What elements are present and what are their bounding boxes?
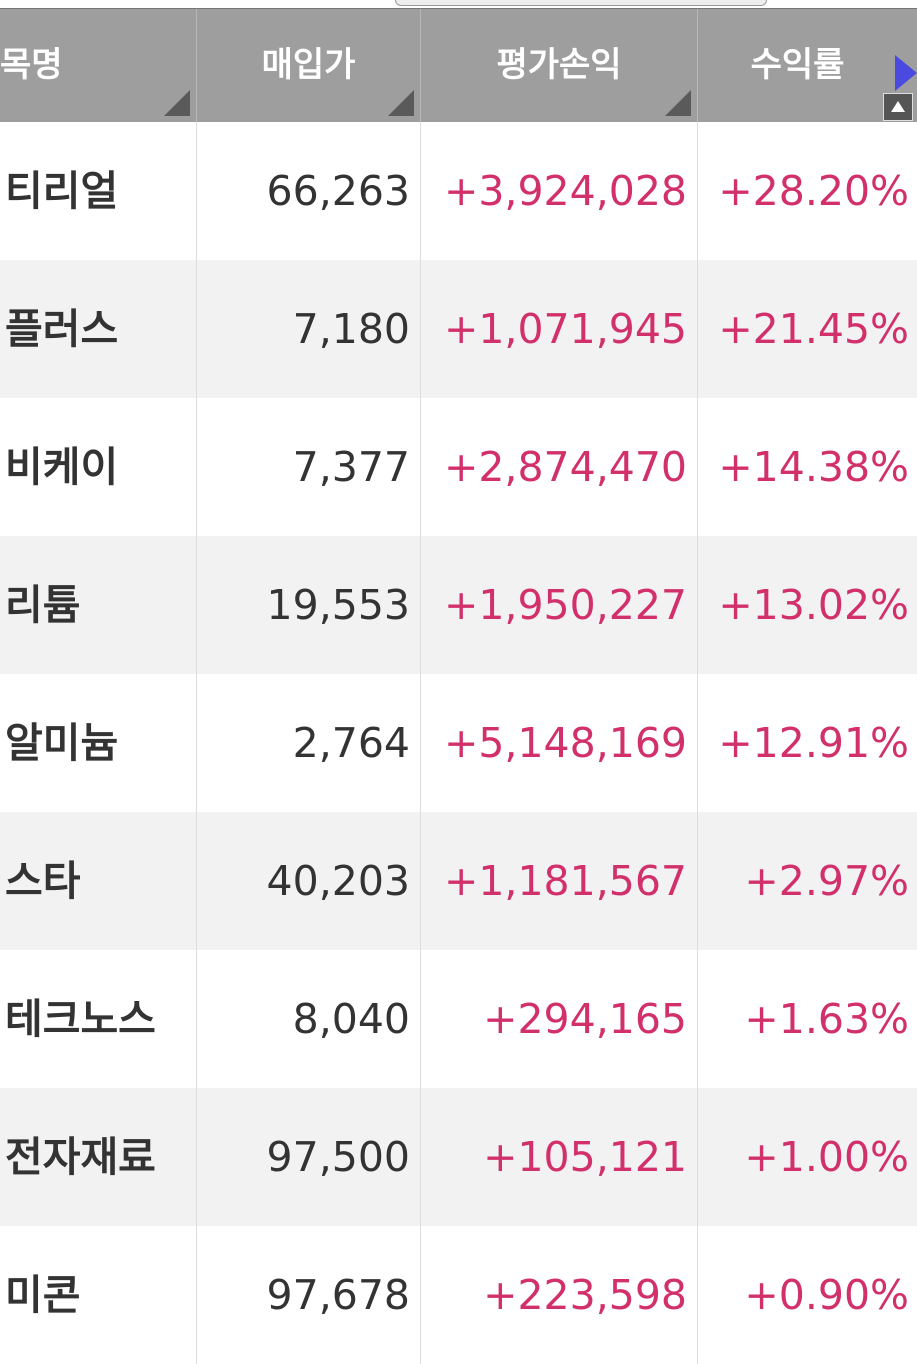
- header-cell[interactable]: 목명: [0, 9, 197, 122]
- table-row[interactable]: 티리얼 66,263 +3,924,028 +28.20%: [0, 122, 917, 260]
- table-row[interactable]: 플러스 7,180 +1,071,945 +21.45%: [0, 260, 917, 398]
- header-text: 목명: [0, 45, 63, 85]
- table-cell: +0.90%: [744, 1271, 909, 1319]
- sort-corner: [665, 90, 691, 116]
- table-header: 목명 매입가 평가손익 수익률: [0, 9, 917, 122]
- sort-corner: [164, 90, 190, 116]
- table-row[interactable]: 알미늄 2,764 +5,148,169 +12.91%: [0, 674, 917, 812]
- table-cell: +14.38%: [718, 443, 909, 491]
- table-cell: 비케이: [0, 398, 197, 536]
- table-cell: 40,203: [197, 812, 421, 950]
- table-cell: 전자재료: [0, 1088, 197, 1226]
- table-cell: 7,377: [197, 398, 421, 536]
- table-cell: 티리얼: [0, 122, 197, 260]
- header-cell[interactable]: 수익률: [698, 9, 917, 122]
- table-cell: +2,874,470: [421, 398, 698, 536]
- table-cell: +5,148,169: [421, 674, 698, 812]
- table-cell: 7,180: [197, 260, 421, 398]
- header-text: 수익률: [750, 45, 845, 85]
- table-row[interactable]: 비케이 7,377 +2,874,470 +14.38%: [0, 398, 917, 536]
- table-cell: +1,950,227: [421, 536, 698, 674]
- top-bar: [0, 0, 917, 9]
- table-row[interactable]: 리튬 19,553 +1,950,227 +13.02%: [0, 536, 917, 674]
- table-cell: +1,181,567: [421, 812, 698, 950]
- table-cell: 97,678: [197, 1226, 421, 1364]
- table-cell: 플러스: [0, 260, 197, 398]
- table-row[interactable]: 스타 40,203 +1,181,567 +2.97%: [0, 812, 917, 950]
- table-cell: +294,165: [421, 950, 698, 1088]
- table-cell: 97,500: [197, 1088, 421, 1226]
- tab[interactable]: [395, 0, 767, 6]
- table-cell: +1.00%: [744, 1133, 909, 1181]
- table-cell: 테크노스: [0, 950, 197, 1088]
- table-cell: 알미늄: [0, 674, 197, 812]
- sort-corner: [388, 90, 414, 116]
- table-cell: +2.97%: [744, 857, 909, 905]
- scroll-up[interactable]: [883, 93, 913, 121]
- table-row[interactable]: 미콘 97,678 +223,598 +0.90%: [0, 1226, 917, 1364]
- table-cell: +1,071,945: [421, 260, 698, 398]
- table-cell: +21.45%: [718, 305, 909, 353]
- scroll-right[interactable]: [895, 55, 917, 91]
- table-cell: +13.02%: [718, 581, 909, 629]
- table-cell: +3,924,028: [421, 122, 698, 260]
- header-cell[interactable]: 평가손익: [421, 9, 698, 122]
- table-cell: +105,121: [421, 1088, 698, 1226]
- table-cell: +12.91%: [718, 719, 909, 767]
- table-cell: 66,263: [197, 122, 421, 260]
- table-cell: 2,764: [197, 674, 421, 812]
- table-cell: 리튬: [0, 536, 197, 674]
- table-cell: 스타: [0, 812, 197, 950]
- table-cell: +1.63%: [744, 995, 909, 1043]
- table-row[interactable]: 테크노스 8,040 +294,165 +1.63%: [0, 950, 917, 1088]
- table-cell: 미콘: [0, 1226, 197, 1364]
- table-row[interactable]: 전자재료 97,500 +105,121 +1.00%: [0, 1088, 917, 1226]
- table-cell: 19,553: [197, 536, 421, 674]
- table-cell: +28.20%: [718, 167, 909, 215]
- header-cell[interactable]: 매입가: [197, 9, 421, 122]
- header-text: 평가손익: [496, 45, 622, 85]
- header-text: 매입가: [261, 45, 356, 85]
- table-cell: 8,040: [197, 950, 421, 1088]
- table-cell: +223,598: [421, 1226, 698, 1364]
